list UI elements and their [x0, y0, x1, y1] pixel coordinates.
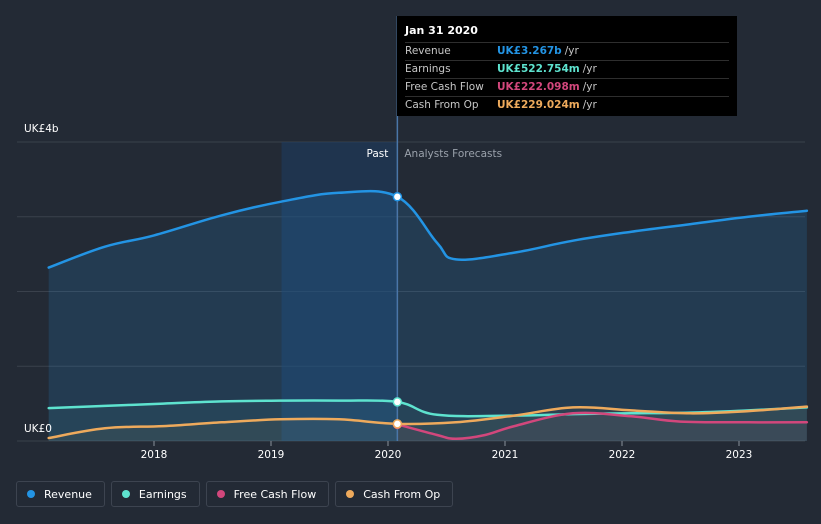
tooltip-label: Free Cash Flow	[405, 81, 484, 93]
legend-item-earnings[interactable]: Earnings	[110, 481, 200, 507]
area-free-cash-flow	[397, 412, 807, 441]
x-tick-label: 2023	[726, 449, 753, 461]
tooltip-label: Cash From Op	[405, 99, 479, 111]
legend-dot-icon	[121, 490, 130, 498]
legend-dot-icon	[216, 490, 225, 498]
tooltip: Jan 31 2020 Revenue UK£3.267b /yr Earnin…	[397, 16, 737, 116]
past-label: Past	[366, 148, 388, 160]
tooltip-unit: /yr	[582, 81, 597, 93]
tooltip-value: UK£222.098m	[497, 81, 580, 93]
line-cash-from-op	[47, 405, 809, 440]
legend-label: Free Cash Flow	[233, 487, 317, 501]
area-revenue	[48, 191, 807, 441]
tooltip-row-free-cash-flow: Free Cash Flow UK£222.098m /yr	[405, 78, 729, 96]
tooltip-unit: /yr	[582, 63, 597, 75]
tooltip-row-earnings: Earnings UK£522.754m /yr	[405, 60, 729, 78]
legend-label: Earnings	[138, 487, 187, 501]
legend: Revenue Earnings Free Cash Flow Cash Fro…	[16, 481, 459, 507]
legend-dot-icon	[27, 490, 35, 498]
tooltip-label: Earnings	[405, 63, 451, 75]
marker-cash-from-op	[392, 419, 403, 429]
x-tick-label: 2020	[375, 449, 402, 461]
tooltip-unit: /yr	[564, 45, 579, 57]
x-tick-label: 2022	[609, 449, 636, 461]
tooltip-label: Revenue	[405, 45, 451, 57]
legend-item-cash-from-op[interactable]: Cash From Op	[335, 481, 454, 507]
marker-earnings	[392, 397, 403, 407]
legend-label: Cash From Op	[363, 487, 441, 501]
tooltip-value: UK£522.754m	[497, 63, 580, 75]
legend-item-revenue[interactable]: Revenue	[16, 481, 105, 507]
line-free-cash-flow	[396, 411, 809, 441]
series-markers	[392, 192, 403, 430]
tooltip-value: UK£3.267b	[497, 45, 562, 57]
tooltip-date: Jan 31 2020	[405, 24, 478, 37]
y-axis-top-label: UK£4b	[24, 123, 59, 135]
tooltip-value: UK£229.024m	[497, 99, 580, 111]
legend-label: Revenue	[44, 487, 92, 501]
y-axis-bottom-label: UK£0	[24, 423, 52, 435]
legend-item-free-cash-flow[interactable]: Free Cash Flow	[205, 481, 330, 507]
gridlines	[17, 141, 805, 442]
x-tick-label: 2019	[258, 449, 285, 461]
forecast-label: Analysts Forecasts	[404, 148, 502, 160]
series-fills	[48, 191, 807, 441]
marker-revenue	[392, 192, 403, 202]
area-earnings	[48, 400, 807, 441]
line-revenue	[47, 189, 809, 269]
legend-dot-icon	[346, 490, 355, 498]
x-tick-label: 2021	[492, 449, 519, 461]
tooltip-row-cash-from-op: Cash From Op UK£229.024m /yr	[405, 96, 729, 114]
x-tick-label: 2018	[141, 449, 168, 461]
tooltip-unit: /yr	[582, 99, 597, 111]
series-lines	[47, 189, 809, 441]
tooltip-row-revenue: Revenue UK£3.267b /yr	[405, 42, 729, 60]
x-axis-ticks: 2018 2019 2020 2021 2022 2023	[141, 441, 753, 461]
